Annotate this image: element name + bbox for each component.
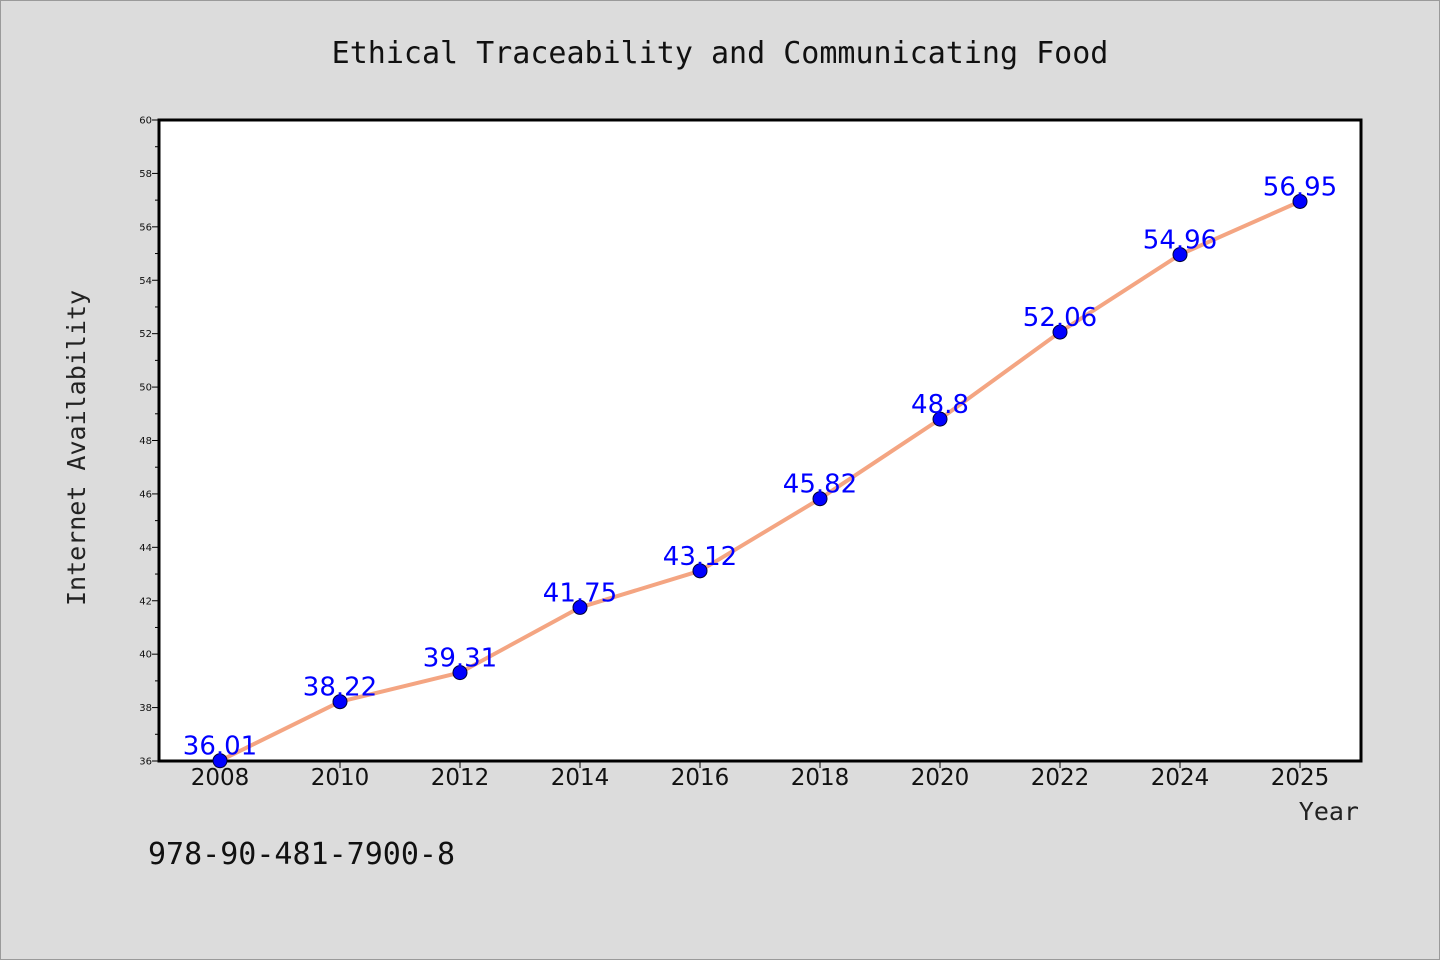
data-point bbox=[1172, 247, 1188, 263]
data-label: 39.31 bbox=[423, 644, 497, 674]
data-label: 45.82 bbox=[783, 470, 857, 500]
data-point bbox=[692, 563, 708, 579]
plot-area bbox=[157, 118, 1363, 763]
y-tick-label: 44 bbox=[139, 543, 152, 554]
y-tick-label: 42 bbox=[139, 596, 152, 607]
x-tick-label: 2008 bbox=[191, 765, 250, 791]
data-point bbox=[932, 411, 948, 427]
x-tick-label: 2018 bbox=[791, 765, 850, 791]
data-label: 56.95 bbox=[1263, 172, 1337, 202]
y-axis-label: Internet Availability bbox=[62, 290, 91, 606]
x-tick-label: 2020 bbox=[911, 765, 970, 791]
data-point bbox=[572, 599, 588, 615]
x-tick-label: 2016 bbox=[671, 765, 730, 791]
data-point bbox=[212, 753, 228, 769]
data-label: 48.8 bbox=[911, 390, 969, 420]
y-tick-label: 60 bbox=[139, 116, 152, 127]
x-tick-label: 2024 bbox=[1151, 765, 1210, 791]
data-label: 52.06 bbox=[1023, 303, 1097, 333]
y-axis: 36 38 40 42 44 46 48 50 52 54 56 58 60 bbox=[139, 116, 159, 768]
y-tick-label: 56 bbox=[139, 222, 152, 233]
data-point bbox=[452, 665, 468, 681]
markers bbox=[212, 193, 1308, 769]
footer-code: 978-90-481-7900-8 bbox=[148, 837, 455, 872]
data-label: 43.12 bbox=[663, 542, 737, 572]
y-tick-label: 38 bbox=[139, 703, 152, 714]
y-tick-label: 58 bbox=[139, 169, 152, 180]
data-label: 41.75 bbox=[543, 578, 617, 608]
chart-title: Ethical Traceability and Communicating F… bbox=[332, 36, 1109, 71]
x-axis-label: Year bbox=[1299, 797, 1359, 826]
data-labels: 36.01 38.22 39.31 41.75 43.12 45.82 48.8 52.06 5… bbox=[183, 172, 1337, 761]
data-point bbox=[1292, 193, 1308, 209]
series-group bbox=[218, 199, 1302, 763]
x-tick-label: 2022 bbox=[1031, 765, 1090, 791]
data-label: 36.01 bbox=[183, 732, 257, 762]
series-line bbox=[218, 199, 1302, 763]
y-tick-label: 46 bbox=[139, 489, 152, 500]
x-tick-label: 2014 bbox=[551, 765, 610, 791]
y-tick-label: 50 bbox=[139, 383, 152, 394]
x-tick-label: 2010 bbox=[311, 765, 370, 791]
data-point bbox=[812, 491, 828, 507]
y-tick-label: 36 bbox=[139, 757, 152, 768]
y-tick-label: 40 bbox=[139, 650, 152, 661]
data-label: 54.96 bbox=[1143, 226, 1217, 256]
y-tick-label: 52 bbox=[139, 329, 152, 340]
data-point bbox=[1052, 324, 1068, 340]
x-tick-label: 2012 bbox=[431, 765, 490, 791]
data-label: 38.22 bbox=[303, 673, 377, 703]
y-tick-label: 48 bbox=[139, 436, 152, 447]
y-tick-label: 54 bbox=[139, 276, 152, 287]
x-axis: 2008 2010 2012 2014 2016 2018 2020 2022 2024 2025 bbox=[191, 761, 1330, 791]
x-tick-label: 2025 bbox=[1271, 765, 1330, 791]
data-point bbox=[332, 694, 348, 710]
